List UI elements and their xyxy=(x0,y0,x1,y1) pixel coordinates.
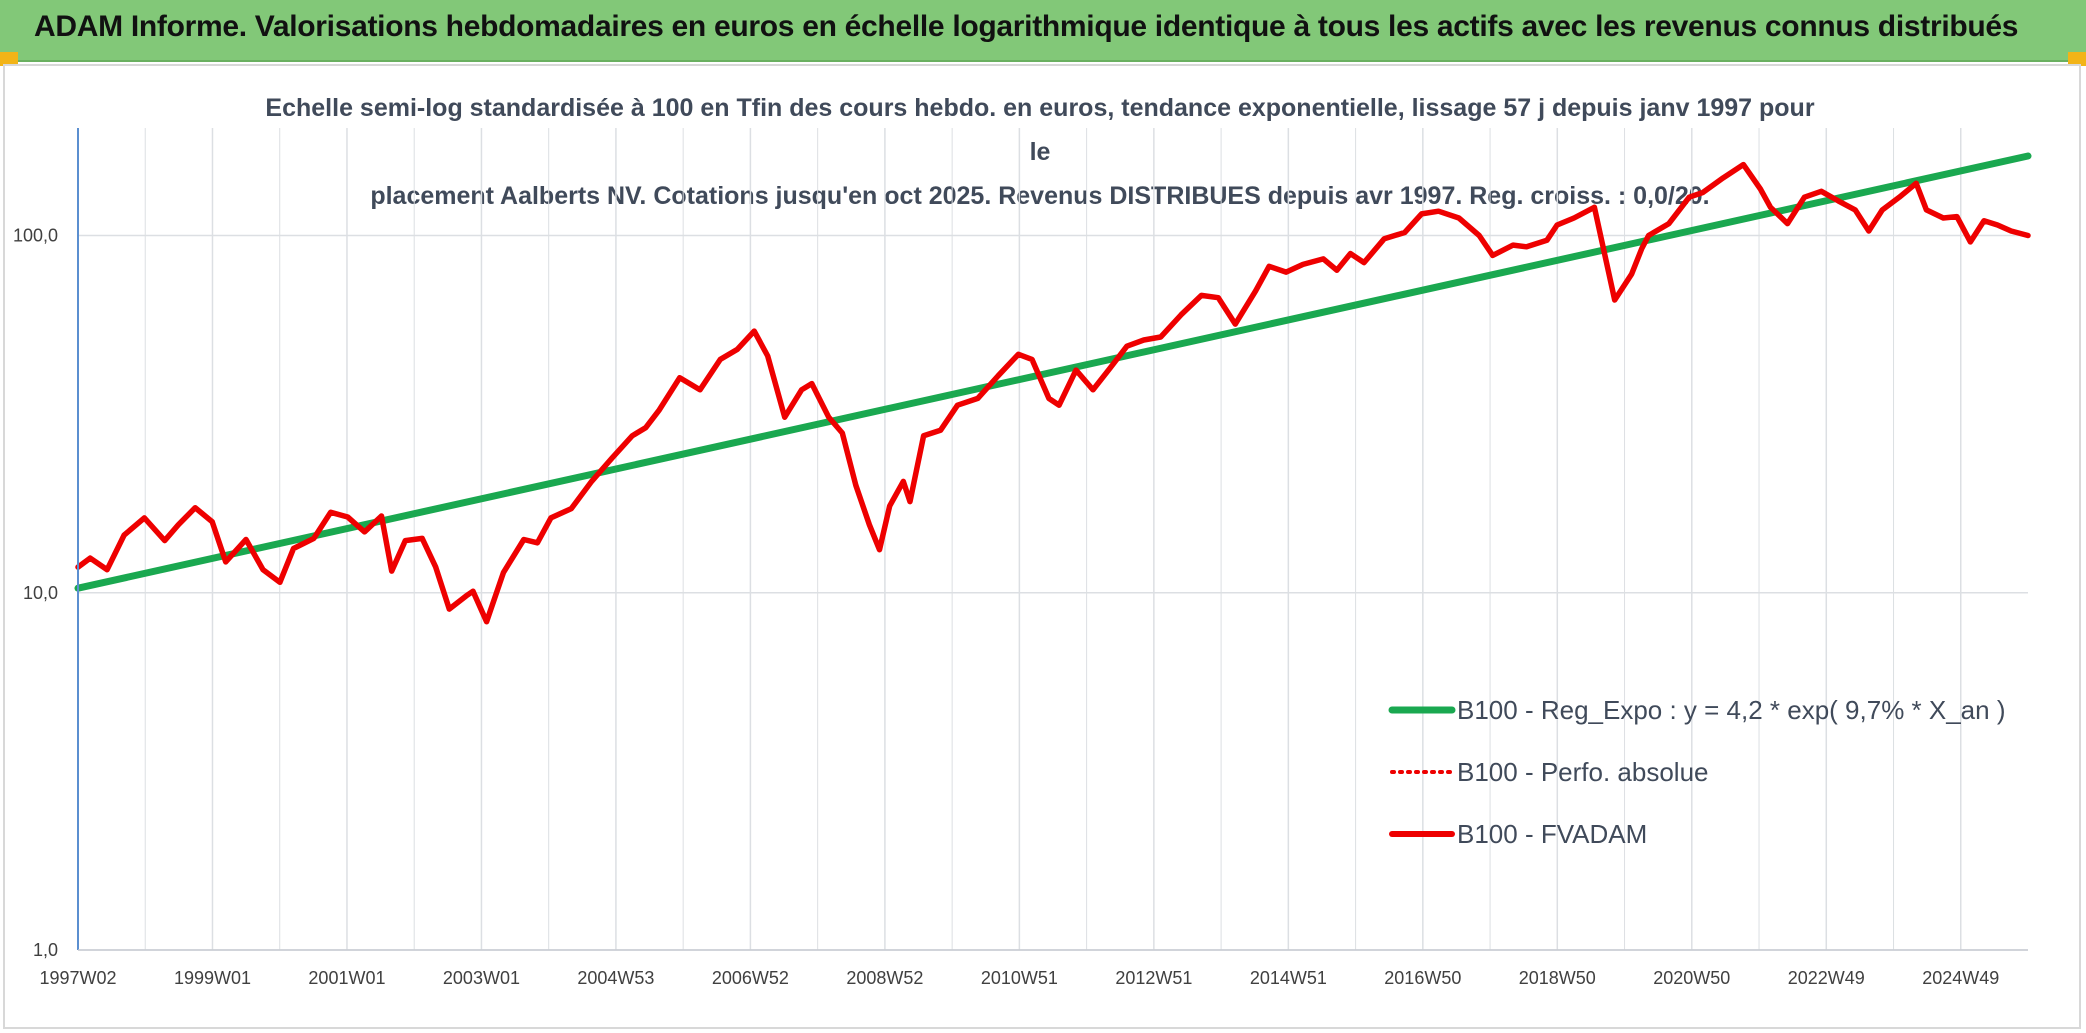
x-tick-label: 2006W52 xyxy=(712,968,789,988)
x-tick-label: 2003W01 xyxy=(443,968,520,988)
grid-layer xyxy=(78,128,2028,951)
legend: B100 - Reg_Expo : y = 4,2 * exp( 9,7% * … xyxy=(1388,695,2006,849)
x-tick-label: 2001W01 xyxy=(308,968,385,988)
series-line-regression xyxy=(74,152,2032,592)
report-header: ADAM Informe. Valorisations hebdomadaire… xyxy=(0,0,2086,62)
legend-label: B100 - Reg_Expo : y = 4,2 * exp( 9,7% * … xyxy=(1457,695,2006,725)
x-tick-label: 2008W52 xyxy=(846,968,923,988)
legend-label: B100 - Perfo. absolue xyxy=(1457,757,1709,787)
x-tick-label: 1997W02 xyxy=(39,968,116,988)
x-tick-label: 2004W53 xyxy=(577,968,654,988)
x-tick-label: 2020W50 xyxy=(1653,968,1730,988)
series-layer xyxy=(74,152,2032,625)
axis-layer: 1,0 10,0 100,0 1997W02 1999W01 2001W01 2003W01… xyxy=(13,128,2028,988)
x-tick-label: 1999W01 xyxy=(174,968,251,988)
chart-subtitle-line2: placement Aalberts NV. Cotations jusqu'e… xyxy=(370,182,1710,210)
x-tick-label: 2010W51 xyxy=(981,968,1058,988)
y-tick-label: 100,0 xyxy=(13,226,58,246)
report-title: ADAM Informe. Valorisations hebdomadaire… xyxy=(34,10,2019,43)
y-tick-label: 1,0 xyxy=(33,940,58,960)
x-tick-label: 2018W50 xyxy=(1519,968,1596,988)
chart-subtitle-line1: Echelle semi-log standardisée à 100 en T… xyxy=(265,94,1815,166)
x-tick-label: 2012W51 xyxy=(1115,968,1192,988)
chart-subtitle: Echelle semi-log standardisée à 100 en T… xyxy=(260,86,1820,218)
x-tick-label: 2024W49 xyxy=(1922,968,1999,988)
y-tick-label: 10,0 xyxy=(23,583,58,603)
chart-frame xyxy=(3,64,2081,1029)
series-line-fvadam xyxy=(75,161,2031,625)
legend-label: B100 - FVADAM xyxy=(1457,819,1647,849)
corner-marker-tr xyxy=(2068,52,2086,66)
x-tick-label: 2022W49 xyxy=(1788,968,1865,988)
x-tick-label: 2016W50 xyxy=(1384,968,1461,988)
x-tick-label: 2014W51 xyxy=(1250,968,1327,988)
corner-marker-tl xyxy=(0,52,18,66)
